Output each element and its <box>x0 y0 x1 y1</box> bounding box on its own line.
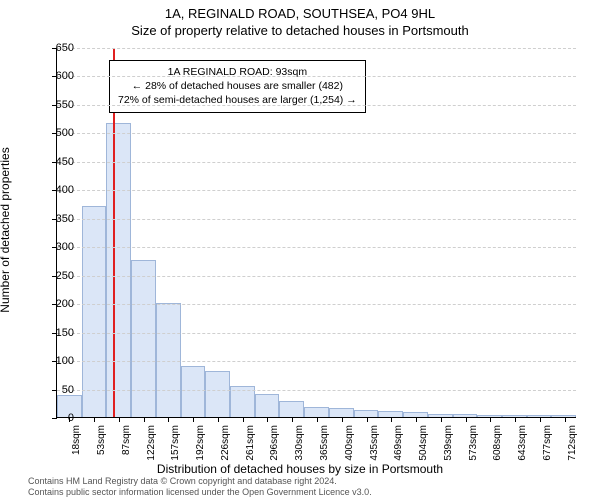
xtick-label: 261sqm <box>245 425 256 461</box>
gridline <box>57 276 576 277</box>
ytick-label: 650 <box>44 42 74 54</box>
title-line-1: 1A, REGINALD ROAD, SOUTHSEA, PO4 9HL <box>0 6 600 21</box>
histogram-bar <box>329 408 354 417</box>
ytick-label: 300 <box>44 241 74 253</box>
x-axis-label: Distribution of detached houses by size … <box>0 462 600 476</box>
xtick-label: 400sqm <box>344 425 355 461</box>
xtick-label: 157sqm <box>170 425 181 461</box>
gridline <box>57 361 576 362</box>
xtick-label: 330sqm <box>294 425 305 461</box>
xtick-label: 643sqm <box>517 425 528 461</box>
gridline <box>57 162 576 163</box>
footer-line-1: Contains HM Land Registry data © Crown c… <box>28 476 372 487</box>
xtick-label: 226sqm <box>220 425 231 461</box>
ytick-label: 100 <box>44 355 74 367</box>
xtick-label: 712sqm <box>567 425 578 461</box>
xtick-label: 192sqm <box>195 425 206 461</box>
xtick-mark <box>466 417 467 422</box>
histogram-bar <box>279 401 304 417</box>
gridline <box>57 105 576 106</box>
xtick-label: 677sqm <box>542 425 553 461</box>
ytick-label: 600 <box>44 70 74 82</box>
ytick-label: 0 <box>44 412 74 424</box>
gridline <box>57 304 576 305</box>
xtick-mark <box>193 417 194 422</box>
xtick-mark <box>144 417 145 422</box>
xtick-label: 53sqm <box>96 425 107 455</box>
histogram-bar <box>131 260 156 417</box>
gridline <box>57 219 576 220</box>
xtick-mark <box>367 417 368 422</box>
chart-plot-area: 1A REGINALD ROAD: 93sqm ← 28% of detache… <box>56 48 576 418</box>
xtick-mark <box>540 417 541 422</box>
xtick-mark <box>416 417 417 422</box>
gridline <box>57 247 576 248</box>
xtick-mark <box>490 417 491 422</box>
xtick-label: 435sqm <box>369 425 380 461</box>
xtick-label: 608sqm <box>492 425 503 461</box>
xtick-mark <box>515 417 516 422</box>
ytick-label: 150 <box>44 327 74 339</box>
xtick-mark <box>119 417 120 422</box>
gridline <box>57 133 576 134</box>
xtick-mark <box>218 417 219 422</box>
xtick-label: 573sqm <box>468 425 479 461</box>
xtick-label: 122sqm <box>146 425 157 461</box>
xtick-mark <box>168 417 169 422</box>
xtick-label: 365sqm <box>319 425 330 461</box>
footer-line-2: Contains public sector information licen… <box>28 487 372 498</box>
xtick-label: 469sqm <box>393 425 404 461</box>
ytick-label: 500 <box>44 127 74 139</box>
footer-attribution: Contains HM Land Registry data © Crown c… <box>28 476 372 498</box>
xtick-mark <box>441 417 442 422</box>
histogram-bar <box>304 407 329 417</box>
histogram-bar <box>82 206 107 417</box>
xtick-label: 87sqm <box>121 425 132 455</box>
ytick-label: 450 <box>44 156 74 168</box>
title-line-2: Size of property relative to detached ho… <box>0 23 600 38</box>
xtick-mark <box>342 417 343 422</box>
chart-title-block: 1A, REGINALD ROAD, SOUTHSEA, PO4 9HL Siz… <box>0 0 600 38</box>
gridline <box>57 76 576 77</box>
ytick-label: 350 <box>44 213 74 225</box>
gridline <box>57 333 576 334</box>
ytick-label: 50 <box>44 384 74 396</box>
xtick-mark <box>565 417 566 422</box>
xtick-mark <box>243 417 244 422</box>
xtick-mark <box>267 417 268 422</box>
histogram-bar <box>255 394 280 417</box>
xtick-label: 539sqm <box>443 425 454 461</box>
xtick-mark <box>317 417 318 422</box>
gridline <box>57 390 576 391</box>
xtick-label: 296sqm <box>269 425 280 461</box>
annotation-line-2: ← 28% of detached houses are smaller (48… <box>118 79 357 93</box>
gridline <box>57 48 576 49</box>
xtick-mark <box>391 417 392 422</box>
xtick-mark <box>94 417 95 422</box>
gridline <box>57 190 576 191</box>
histogram-bar <box>106 123 131 417</box>
ytick-label: 550 <box>44 99 74 111</box>
xtick-mark <box>292 417 293 422</box>
histogram-bar <box>354 410 379 417</box>
ytick-label: 200 <box>44 298 74 310</box>
xtick-label: 18sqm <box>71 425 82 455</box>
ytick-label: 250 <box>44 270 74 282</box>
histogram-bar <box>205 371 230 417</box>
y-axis-label: Number of detached properties <box>0 147 12 312</box>
xtick-label: 504sqm <box>418 425 429 461</box>
histogram-bar <box>181 366 206 417</box>
ytick-label: 400 <box>44 184 74 196</box>
